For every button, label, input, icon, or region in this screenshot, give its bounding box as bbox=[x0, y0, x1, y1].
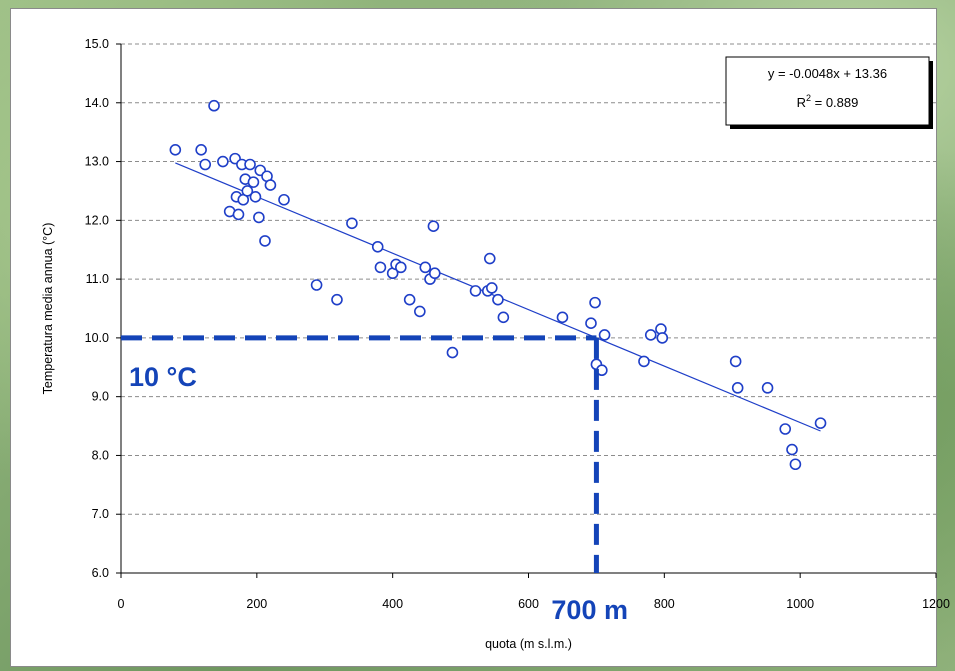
data-point bbox=[497, 311, 510, 324]
y-tick-label: 9.0 bbox=[92, 390, 109, 404]
x-tick-label: 800 bbox=[654, 597, 675, 611]
reference-lines bbox=[121, 335, 599, 573]
data-point bbox=[403, 293, 416, 306]
equation-text: y = -0.0048x + 13.36 bbox=[768, 66, 887, 81]
data-point bbox=[414, 305, 426, 318]
data-point bbox=[729, 355, 742, 368]
data-point bbox=[419, 261, 432, 274]
y-axis-title: Temperatura media annua (°C) bbox=[41, 223, 55, 395]
y-tick-label: 10.0 bbox=[85, 331, 109, 345]
data-point bbox=[585, 317, 597, 329]
data-points bbox=[169, 99, 827, 471]
r-squared-text: R2 = 0.889 bbox=[797, 93, 859, 110]
y-tick-label: 13.0 bbox=[85, 155, 109, 169]
data-point bbox=[264, 179, 277, 191]
x-tick-label: 400 bbox=[382, 597, 403, 611]
y-tick-label: 12.0 bbox=[85, 213, 109, 227]
axes bbox=[116, 43, 937, 578]
data-point bbox=[638, 355, 650, 368]
data-point bbox=[446, 346, 459, 359]
equation-box: y = -0.0048x + 13.36 R2 = 0.889 bbox=[725, 56, 933, 129]
data-point bbox=[656, 332, 669, 344]
data-point bbox=[374, 261, 387, 274]
data-point bbox=[556, 311, 569, 324]
data-point bbox=[253, 211, 265, 224]
data-point bbox=[731, 382, 744, 394]
data-point bbox=[371, 240, 384, 253]
x-tick-label: 0 bbox=[118, 597, 125, 611]
data-point bbox=[310, 279, 323, 291]
data-point bbox=[814, 417, 827, 429]
data-point bbox=[278, 193, 290, 206]
data-point bbox=[346, 217, 358, 230]
x-tick-label: 600 bbox=[518, 597, 539, 611]
data-point bbox=[259, 235, 271, 247]
y-tick-label: 7.0 bbox=[92, 507, 109, 521]
data-point bbox=[331, 293, 343, 306]
r-squared-symbol: R bbox=[797, 95, 806, 110]
reference-y-label: 10 °C bbox=[129, 362, 197, 392]
y-tick-label: 15.0 bbox=[85, 37, 109, 51]
data-point bbox=[598, 329, 611, 341]
r-squared-value: = 0.889 bbox=[811, 95, 858, 110]
data-point bbox=[486, 282, 498, 294]
data-point bbox=[217, 155, 229, 168]
data-point bbox=[244, 158, 256, 171]
data-point bbox=[195, 144, 207, 156]
data-point bbox=[241, 185, 254, 197]
data-point bbox=[761, 382, 774, 394]
data-point bbox=[428, 267, 441, 280]
data-point bbox=[492, 293, 504, 306]
tick-labels: 6.0 7.0 8.0 9.0 10.0 11.0 12.0 13.0 14.0 15.0 0 200… bbox=[85, 37, 950, 611]
data-point bbox=[589, 296, 601, 309]
reference-x-label: 700 m bbox=[551, 595, 628, 625]
y-tick-label: 14.0 bbox=[85, 96, 109, 110]
data-point bbox=[779, 423, 792, 435]
data-point bbox=[395, 261, 407, 274]
data-point bbox=[469, 285, 482, 297]
data-point bbox=[249, 191, 262, 203]
data-point bbox=[786, 443, 798, 456]
data-point bbox=[199, 158, 212, 171]
data-point bbox=[789, 458, 802, 471]
data-point bbox=[208, 99, 220, 112]
x-tick-label: 1200 bbox=[922, 597, 950, 611]
r-squared-superscript: 2 bbox=[806, 93, 811, 103]
data-point bbox=[247, 176, 260, 188]
y-tick-label: 6.0 bbox=[92, 566, 109, 580]
data-point bbox=[644, 329, 657, 341]
data-point bbox=[427, 220, 440, 233]
y-tick-label: 11.0 bbox=[86, 272, 109, 286]
x-tick-label: 200 bbox=[246, 597, 267, 611]
x-tick-label: 1000 bbox=[786, 597, 814, 611]
x-axis-title: quota (m s.l.m.) bbox=[485, 637, 572, 651]
y-tick-label: 8.0 bbox=[92, 448, 109, 462]
data-point bbox=[232, 208, 245, 221]
data-point bbox=[483, 252, 496, 265]
data-point bbox=[169, 144, 182, 156]
